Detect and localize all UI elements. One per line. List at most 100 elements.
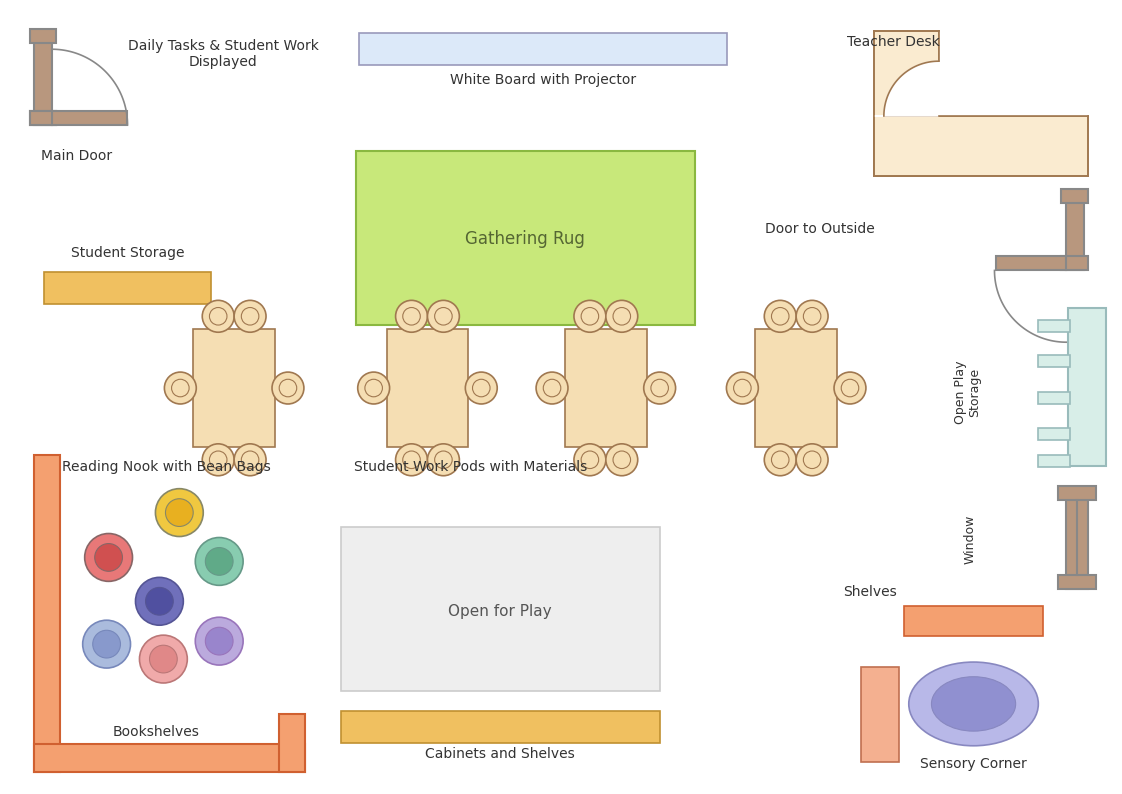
Circle shape <box>84 534 132 581</box>
Bar <box>193 330 275 447</box>
Bar <box>1068 308 1106 466</box>
Bar <box>1061 189 1088 202</box>
Bar <box>387 330 468 447</box>
Circle shape <box>803 307 821 325</box>
Circle shape <box>613 307 631 325</box>
Circle shape <box>797 300 828 332</box>
Bar <box>1038 355 1070 367</box>
Bar <box>359 33 727 65</box>
Circle shape <box>139 635 187 683</box>
Bar <box>1066 193 1084 271</box>
Circle shape <box>396 300 427 332</box>
Circle shape <box>165 499 193 526</box>
Bar <box>996 256 1066 271</box>
Circle shape <box>536 372 568 404</box>
Circle shape <box>396 444 427 476</box>
Circle shape <box>165 372 196 404</box>
Circle shape <box>83 620 130 668</box>
Bar <box>279 714 305 772</box>
Circle shape <box>172 380 190 397</box>
Bar <box>30 111 56 125</box>
Bar <box>356 151 695 326</box>
Circle shape <box>94 544 122 572</box>
Circle shape <box>358 372 389 404</box>
Circle shape <box>772 451 789 468</box>
Polygon shape <box>874 61 939 116</box>
Bar <box>1058 576 1096 589</box>
Circle shape <box>581 307 599 325</box>
Circle shape <box>726 372 758 404</box>
Bar <box>874 116 1088 175</box>
Circle shape <box>606 300 637 332</box>
Circle shape <box>434 307 452 325</box>
Circle shape <box>797 444 828 476</box>
Circle shape <box>613 451 631 468</box>
Bar <box>52 111 127 125</box>
Circle shape <box>574 300 606 332</box>
Text: Reading Nook with Bean Bags: Reading Nook with Bean Bags <box>62 460 270 474</box>
Text: Student Storage: Student Storage <box>71 246 184 260</box>
Circle shape <box>403 451 421 468</box>
Circle shape <box>156 488 203 537</box>
Circle shape <box>195 538 243 585</box>
Text: White Board with Projector: White Board with Projector <box>450 73 636 87</box>
Circle shape <box>403 307 421 325</box>
Bar <box>30 29 56 43</box>
Circle shape <box>581 451 599 468</box>
Bar <box>904 607 1043 636</box>
Circle shape <box>146 588 173 615</box>
Bar <box>755 330 837 447</box>
Circle shape <box>842 380 858 397</box>
Ellipse shape <box>931 676 1015 731</box>
Bar <box>861 667 899 761</box>
Text: Bookshelves: Bookshelves <box>113 725 200 738</box>
Circle shape <box>234 300 266 332</box>
Bar <box>341 526 660 691</box>
Bar <box>30 111 56 125</box>
Circle shape <box>205 627 233 655</box>
Circle shape <box>202 444 234 476</box>
Circle shape <box>772 307 789 325</box>
Text: Teacher Desk: Teacher Desk <box>847 35 940 49</box>
Bar <box>34 744 305 772</box>
Circle shape <box>543 380 561 397</box>
Circle shape <box>365 380 383 397</box>
Circle shape <box>205 548 233 576</box>
Circle shape <box>241 451 259 468</box>
Circle shape <box>734 380 751 397</box>
Text: Shelves: Shelves <box>843 585 896 599</box>
Bar <box>1038 320 1070 332</box>
Text: Gathering Rug: Gathering Rug <box>466 229 585 248</box>
Circle shape <box>427 444 459 476</box>
Ellipse shape <box>909 662 1038 746</box>
Text: Window: Window <box>964 515 976 565</box>
Circle shape <box>764 300 797 332</box>
Text: Main Door: Main Door <box>42 148 112 163</box>
Circle shape <box>210 451 227 468</box>
Text: Open for Play: Open for Play <box>449 603 552 619</box>
Circle shape <box>210 307 227 325</box>
Circle shape <box>234 444 266 476</box>
Circle shape <box>651 380 669 397</box>
Text: Open Play
Storage: Open Play Storage <box>954 360 982 424</box>
Bar <box>939 31 1088 116</box>
Bar <box>1038 392 1070 404</box>
Circle shape <box>834 372 866 404</box>
Bar <box>1058 486 1096 499</box>
Circle shape <box>427 300 459 332</box>
Bar <box>34 33 52 125</box>
Circle shape <box>606 444 637 476</box>
Circle shape <box>644 372 675 404</box>
Circle shape <box>272 372 304 404</box>
Bar <box>874 31 939 175</box>
Text: Cabinets and Shelves: Cabinets and Shelves <box>425 746 576 761</box>
Bar <box>34 455 59 772</box>
Text: Sensory Corner: Sensory Corner <box>920 757 1027 771</box>
Circle shape <box>195 617 243 665</box>
Bar <box>341 711 660 742</box>
Bar <box>1038 428 1070 440</box>
Text: Door to Outside: Door to Outside <box>765 222 875 236</box>
Circle shape <box>434 451 452 468</box>
Circle shape <box>202 300 234 332</box>
Text: Daily Tasks & Student Work
Displayed: Daily Tasks & Student Work Displayed <box>128 39 319 69</box>
